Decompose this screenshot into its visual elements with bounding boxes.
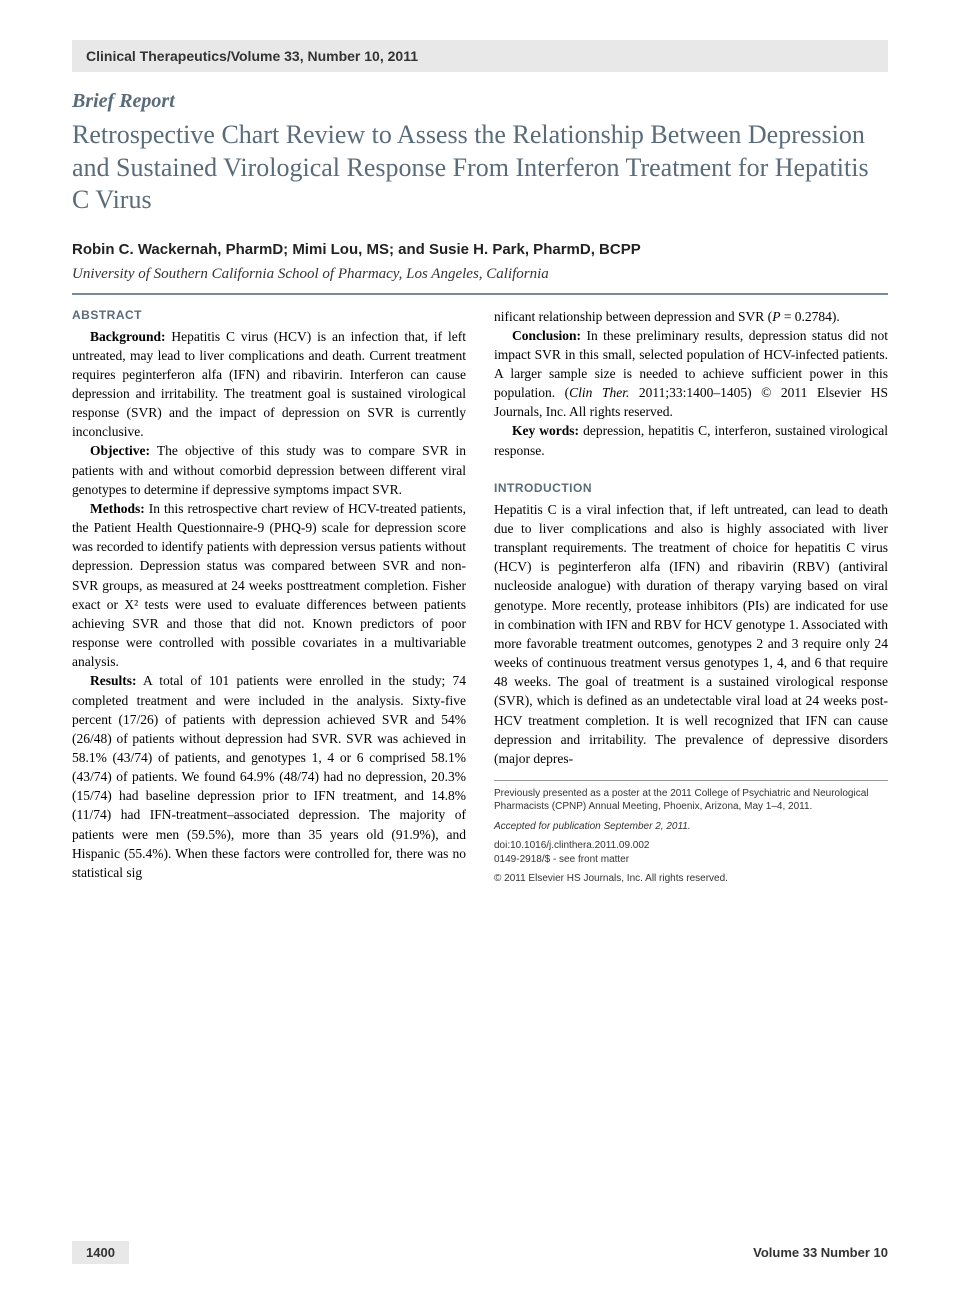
methods-text: In this retrospective chart review of HC… xyxy=(72,501,466,669)
footnote-presented: Previously presented as a poster at the … xyxy=(494,787,888,814)
affiliation-line: University of Southern California School… xyxy=(72,266,888,283)
keywords-label: Key words: xyxy=(512,423,579,438)
methods-label: Methods: xyxy=(90,501,145,516)
authors-line: Robin C. Wackernah, PharmD; Mimi Lou, MS… xyxy=(72,241,888,258)
objective-label: Objective: xyxy=(90,443,150,458)
volume-label: Volume 33 Number 10 xyxy=(753,1245,888,1260)
background-text: Hepatitis C virus (HCV) is an infection … xyxy=(72,329,466,440)
left-column: ABSTRACT Background: Hepatitis C virus (… xyxy=(72,307,466,892)
title-rule xyxy=(72,293,888,295)
page-footer: 1400 Volume 33 Number 10 xyxy=(72,1241,888,1264)
abstract-heading: ABSTRACT xyxy=(72,307,466,324)
background-label: Background: xyxy=(90,329,166,344)
page-number: 1400 xyxy=(72,1241,129,1264)
conclusion-label: Conclusion: xyxy=(512,328,581,343)
abstract-objective: Objective: The objective of this study w… xyxy=(72,441,466,498)
abstract-conclusion: Conclusion: In these preliminary results… xyxy=(494,326,888,422)
results-label: Results: xyxy=(90,673,137,688)
page-container: Clinical Therapeutics/Volume 33, Number … xyxy=(0,0,960,922)
article-title: Retrospective Chart Review to Assess the… xyxy=(72,119,888,217)
two-column-layout: ABSTRACT Background: Hepatitis C virus (… xyxy=(72,307,888,892)
footnote-issn: 0149-2918/$ - see front matter xyxy=(494,853,888,867)
journal-line: Clinical Therapeutics/Volume 33, Number … xyxy=(86,48,418,64)
introduction-text: Hepatitis C is a viral infection that, i… xyxy=(494,500,888,768)
section-label: Brief Report xyxy=(72,90,888,113)
footnote-doi: doi:10.1016/j.clinthera.2011.09.002 xyxy=(494,839,888,853)
abstract-background: Background: Hepatitis C virus (HCV) is a… xyxy=(72,327,466,442)
results-cont-suffix: = 0.2784). xyxy=(780,309,839,324)
footnote-accepted: Accepted for publication September 2, 20… xyxy=(494,820,888,834)
abstract-results: Results: A total of 101 patients were en… xyxy=(72,671,466,882)
results-cont-prefix: nificant relationship between depression… xyxy=(494,309,772,324)
abstract-methods: Methods: In this retrospective chart rev… xyxy=(72,499,466,671)
footnote-copyright: © 2011 Elsevier HS Journals, Inc. All ri… xyxy=(494,872,888,886)
footnote-rule xyxy=(494,780,888,781)
abstract-results-continued: nificant relationship between depression… xyxy=(494,307,888,326)
results-text: A total of 101 patients were enrolled in… xyxy=(72,673,466,880)
right-column: nificant relationship between depression… xyxy=(494,307,888,892)
journal-header-bar: Clinical Therapeutics/Volume 33, Number … xyxy=(72,40,888,72)
conclusion-citation: Clin Ther. xyxy=(569,385,629,400)
abstract-keywords: Key words: depression, hepatitis C, inte… xyxy=(494,421,888,459)
introduction-heading: INTRODUCTION xyxy=(494,480,888,497)
